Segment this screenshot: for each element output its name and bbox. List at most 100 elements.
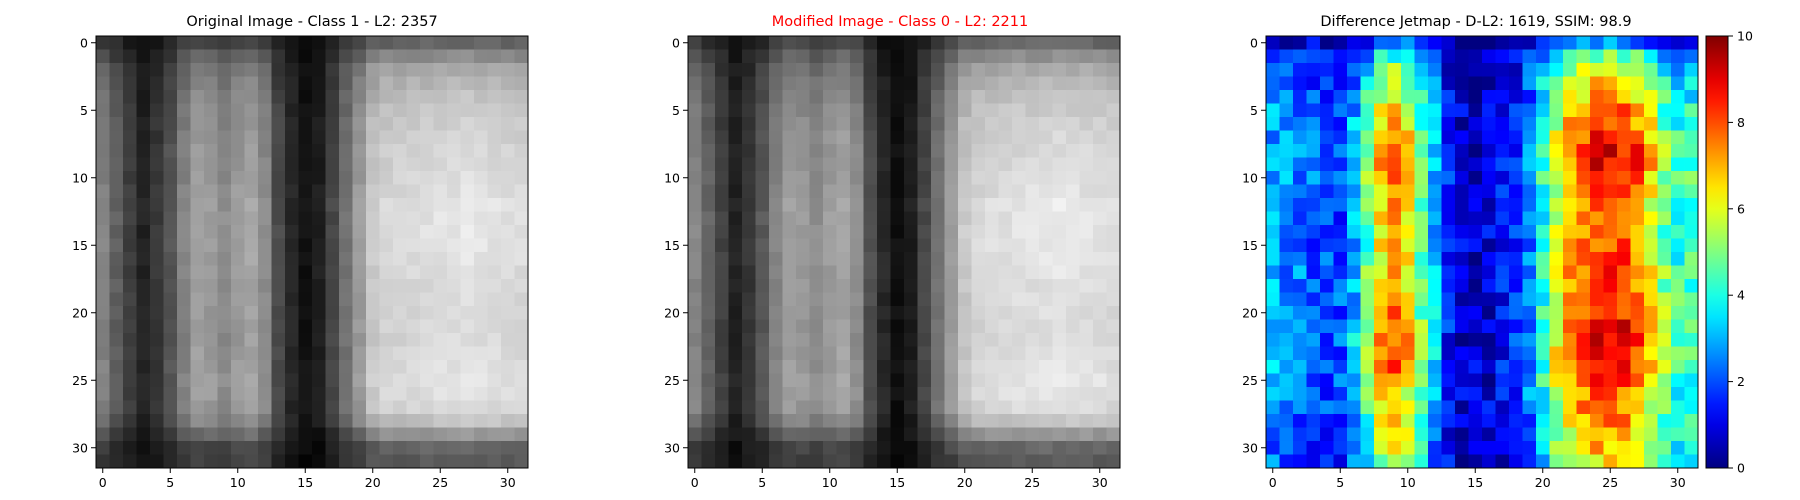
pixel-cell (1012, 184, 1026, 199)
pixel-cell (433, 171, 448, 185)
pixel-cell (231, 130, 245, 145)
pixel-cell (1576, 319, 1591, 334)
pixel-cell (971, 306, 986, 320)
pixel-cell (1360, 103, 1375, 118)
pixel-cell (460, 441, 475, 455)
pixel-cell (1536, 400, 1550, 415)
pixel-cell (433, 265, 448, 280)
pixel-cell (1414, 454, 1429, 469)
pixel-cell (1025, 171, 1040, 185)
pixel-cell (339, 333, 353, 347)
pixel-cell (755, 427, 770, 442)
pixel-cell (1025, 306, 1040, 320)
pixel-cell (96, 454, 110, 469)
pixel-cell (1279, 373, 1294, 388)
pixel-cell (1039, 373, 1053, 388)
pixel-cell (298, 346, 313, 361)
pixel-cell (1509, 454, 1523, 469)
pixel-cell (1536, 387, 1550, 401)
pixel-cell (931, 63, 945, 77)
pixel-cell (1093, 211, 1107, 226)
pixel-cell (890, 225, 905, 239)
pixel-cell (150, 49, 164, 64)
pixel-cell (715, 130, 729, 145)
pixel-cell (406, 63, 421, 77)
pixel-cell (1347, 319, 1361, 334)
pixel-cell (1684, 319, 1699, 334)
pixel-cell (244, 144, 259, 158)
pixel-cell (904, 157, 918, 172)
x-tick-label: 0 (99, 475, 107, 490)
pixel-cell (460, 49, 475, 64)
pixel-cell (298, 306, 313, 320)
pixel-cell (1374, 36, 1388, 50)
pixel-cell (514, 76, 529, 91)
pixel-cell (1590, 306, 1604, 320)
pixel-cell (1079, 265, 1094, 280)
pixel-cell (447, 184, 461, 199)
pixel-cell (285, 144, 299, 158)
pixel-cell (1306, 414, 1321, 428)
pixel-cell (1536, 76, 1550, 91)
pixel-cell (1093, 265, 1107, 280)
x-tick-label: 0 (1269, 475, 1277, 490)
pixel-cell (379, 360, 394, 374)
pixel-cell (1468, 346, 1483, 361)
pixel-cell (958, 360, 972, 374)
pixel-cell (1279, 346, 1294, 361)
pixel-cell (1684, 184, 1699, 199)
pixel-cell (109, 333, 124, 347)
pixel-cell (271, 36, 286, 50)
pixel-cell (1428, 414, 1442, 428)
pixel-cell (298, 292, 313, 307)
pixel-cell (1549, 333, 1564, 347)
pixel-cell (769, 36, 783, 50)
pixel-cell (809, 117, 824, 131)
pixel-cell (447, 400, 461, 415)
pixel-cell (501, 211, 515, 226)
pixel-cell (1644, 225, 1658, 239)
pixel-cell (163, 144, 178, 158)
pixel-cell (755, 130, 770, 145)
pixel-cell (258, 238, 272, 253)
pixel-cell (755, 414, 770, 428)
pixel-cell (796, 144, 810, 158)
pixel-cell (1468, 144, 1483, 158)
pixel-cell (379, 103, 394, 118)
pixel-cell (917, 292, 932, 307)
pixel-cell (244, 306, 259, 320)
pixel-cell (1333, 238, 1348, 253)
pixel-cell (1482, 292, 1496, 307)
pixel-cell (1603, 130, 1618, 145)
pixel-cell (1671, 90, 1685, 104)
pixel-cell (1482, 333, 1496, 347)
pixel-cell (877, 414, 891, 428)
pixel-cell (701, 346, 716, 361)
pixel-cell (1576, 63, 1591, 77)
pixel-cell (890, 360, 905, 374)
pixel-cell (836, 346, 851, 361)
pixel-cell (474, 130, 488, 145)
pixel-cell (1509, 400, 1523, 415)
pixel-cell (1320, 319, 1334, 334)
pixel-cell (1052, 427, 1067, 442)
pixel-cell (796, 130, 810, 145)
pixel-cell (420, 252, 434, 266)
pixel-cell (809, 90, 824, 104)
pixel-cell (1374, 49, 1388, 64)
pixel-cell (1455, 373, 1469, 388)
pixel-cell (1039, 279, 1053, 293)
pixel-cell (339, 171, 353, 185)
pixel-cell (688, 49, 702, 64)
pixel-cell (850, 400, 864, 415)
pixel-cell (109, 184, 124, 199)
pixel-cell (1414, 373, 1429, 388)
pixel-cell (1563, 198, 1577, 212)
pixel-cell (217, 441, 232, 455)
pixel-cell (1455, 171, 1469, 185)
pixel-cell (1360, 373, 1375, 388)
pixel-cell (1012, 441, 1026, 455)
pixel-cell (406, 360, 421, 374)
pixel-cell (1347, 238, 1361, 253)
pixel-cell (217, 319, 232, 334)
